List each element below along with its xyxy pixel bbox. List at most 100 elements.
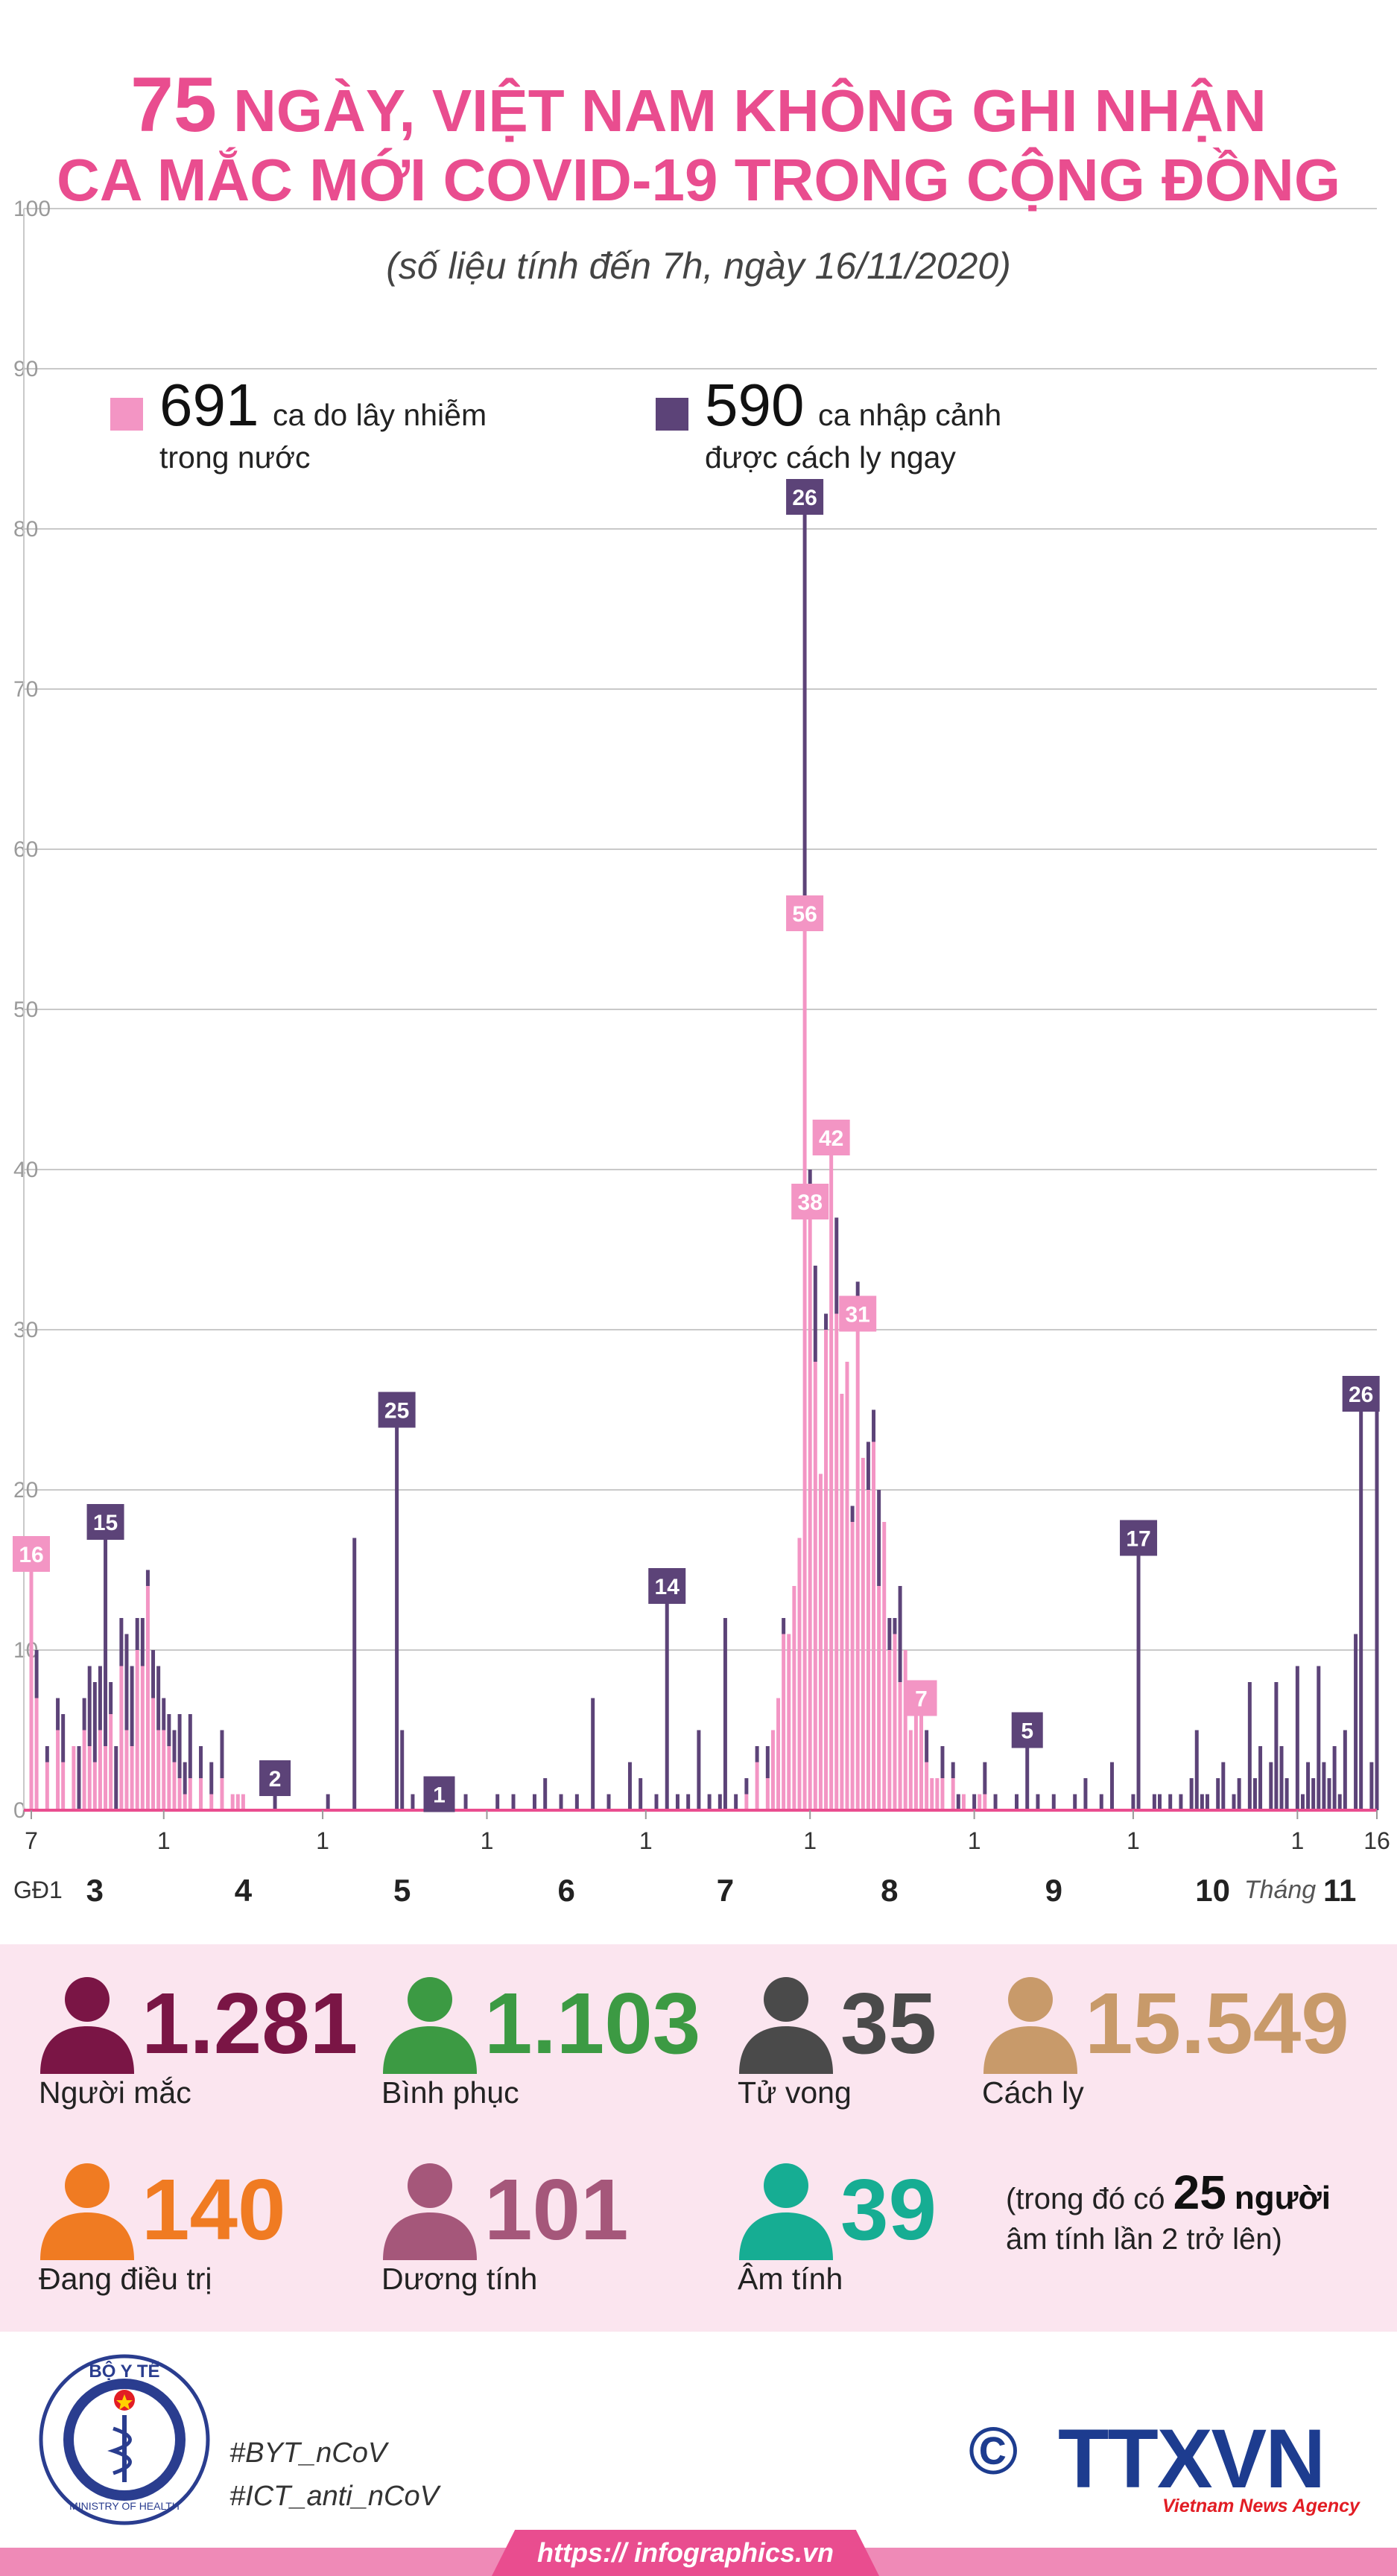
- title-line-2: CA MẮC MỚI COVID-19 TRONG CỘNG ĐỒNG: [56, 147, 1341, 213]
- y-tick-label: 20: [13, 1478, 38, 1503]
- person-icon: [40, 2163, 134, 2260]
- bar-domestic: [82, 1730, 86, 1810]
- footer-url: https:// infographics.vn: [492, 2530, 879, 2576]
- bar-imported: [1300, 1794, 1305, 1810]
- data-label: 5: [1021, 1719, 1033, 1744]
- y-tick-label: 50: [13, 997, 38, 1022]
- data-label-box: [786, 479, 824, 515]
- bar-imported: [834, 1217, 839, 1314]
- stat-note-suffix: người: [1234, 2180, 1331, 2216]
- stat-note: (trong đó có 25 người âm tính lần 2 trở …: [1006, 2169, 1378, 2259]
- stat-positive-label: Dương tính: [381, 2262, 538, 2296]
- bar-imported: [1274, 1682, 1279, 1810]
- bar-imported: [135, 1618, 139, 1650]
- bar-imported: [104, 1506, 108, 1746]
- bar-imported: [1258, 1746, 1263, 1810]
- stat-treating-label: Đang điều trị: [39, 2262, 212, 2296]
- bar-imported: [675, 1794, 680, 1810]
- legend-domestic-swatch: [110, 398, 143, 431]
- bar-imported: [1194, 1730, 1199, 1810]
- x-tick-label: 1: [1127, 1827, 1140, 1854]
- ministry-seal-icon: [39, 2354, 210, 2525]
- bar-imported: [495, 1794, 500, 1810]
- stat-treating-value: 140: [142, 2161, 286, 2258]
- bar-imported: [1375, 1409, 1379, 1810]
- bar-imported: [45, 1746, 49, 1763]
- data-label-box: [1342, 1376, 1380, 1412]
- x-tick-label: 1: [639, 1827, 653, 1854]
- y-tick-label: 100: [13, 197, 51, 221]
- bar-imported: [1131, 1794, 1135, 1810]
- subtitle: (số liệu tính đến 7h, ngày 16/11/2020): [386, 245, 1011, 287]
- month-label: 3: [86, 1873, 104, 1908]
- bar-imported: [1205, 1794, 1209, 1810]
- phase-label: GĐ1: [13, 1877, 63, 1903]
- bar-domestic: [940, 1778, 945, 1810]
- bar-domestic: [935, 1778, 940, 1810]
- title-line-1-text: NGÀY, VIỆT NAM KHÔNG GHI NHẬN: [233, 77, 1267, 144]
- person-icon: [40, 1977, 134, 2074]
- legend-imported-swatch: [656, 398, 688, 431]
- bar-imported: [1157, 1794, 1162, 1810]
- bar-imported: [352, 1538, 357, 1810]
- data-label-box: [378, 1392, 416, 1428]
- bar-domestic: [961, 1794, 966, 1810]
- month-label: 10: [1195, 1873, 1230, 1908]
- bar-imported: [82, 1698, 86, 1730]
- stat-recovered: 1.103 Bình phục: [381, 1971, 700, 2110]
- bar-domestic: [808, 1202, 812, 1810]
- x-tick-label: 1: [968, 1827, 981, 1854]
- bar-domestic: [903, 1650, 907, 1810]
- data-label-box: [839, 1295, 877, 1332]
- bar-imported: [717, 1794, 722, 1810]
- bar-domestic: [824, 1330, 829, 1810]
- bar-domestic: [887, 1650, 892, 1810]
- data-label-box: [259, 1760, 291, 1796]
- stat-positive: 101 Dương tính: [381, 2157, 629, 2297]
- data-label: 15: [93, 1511, 118, 1535]
- bar-imported: [172, 1730, 177, 1763]
- bar-domestic: [829, 1138, 834, 1810]
- bar-imported: [723, 1618, 727, 1810]
- bar-imported: [697, 1730, 701, 1810]
- data-label: 2: [269, 1767, 282, 1792]
- stat-infected: 1.281 Người mắc: [39, 1971, 358, 2110]
- data-label-box: [812, 1120, 850, 1155]
- bar-domestic: [818, 1473, 823, 1810]
- bar-domestic: [109, 1714, 113, 1810]
- bar-imported: [463, 1794, 468, 1810]
- bar-domestic: [893, 1634, 897, 1810]
- bar-imported: [559, 1794, 563, 1810]
- y-tick-label: 40: [13, 1158, 38, 1182]
- bar-domestic: [145, 1586, 150, 1810]
- month-word: Tháng: [1244, 1876, 1316, 1904]
- legend-imported: 590 ca nhập cảnh được cách ly ngay: [656, 372, 1001, 477]
- bar-imported: [1099, 1794, 1103, 1810]
- bar-imported: [395, 1409, 399, 1810]
- bar-imported: [1306, 1762, 1311, 1810]
- bar-imported: [199, 1746, 203, 1778]
- bar-domestic: [797, 1538, 802, 1810]
- bar-domestic: [183, 1794, 187, 1810]
- bar-domestic: [72, 1746, 76, 1810]
- bar-imported: [654, 1794, 659, 1810]
- data-label: 31: [846, 1303, 870, 1327]
- bar-imported: [734, 1794, 738, 1810]
- bar-imported: [574, 1794, 579, 1810]
- legend-domestic-label-2: trong nước: [159, 440, 311, 475]
- bar-domestic: [898, 1682, 902, 1810]
- person-icon: [739, 2163, 833, 2260]
- bar-imported: [156, 1666, 161, 1730]
- stat-treating: 140 Đang điều trị: [39, 2157, 286, 2297]
- bar-imported: [1317, 1666, 1321, 1810]
- stat-negative-label: Âm tính: [738, 2262, 843, 2296]
- month-label: 6: [557, 1873, 574, 1908]
- data-label-box: [13, 1536, 50, 1572]
- bar-domestic: [209, 1794, 214, 1810]
- bar-imported: [686, 1794, 691, 1810]
- bar-imported: [151, 1650, 156, 1698]
- bar-imported: [1109, 1762, 1114, 1810]
- bar-domestic: [119, 1666, 124, 1810]
- bar-imported: [665, 1586, 669, 1810]
- bar-domestic: [98, 1730, 102, 1810]
